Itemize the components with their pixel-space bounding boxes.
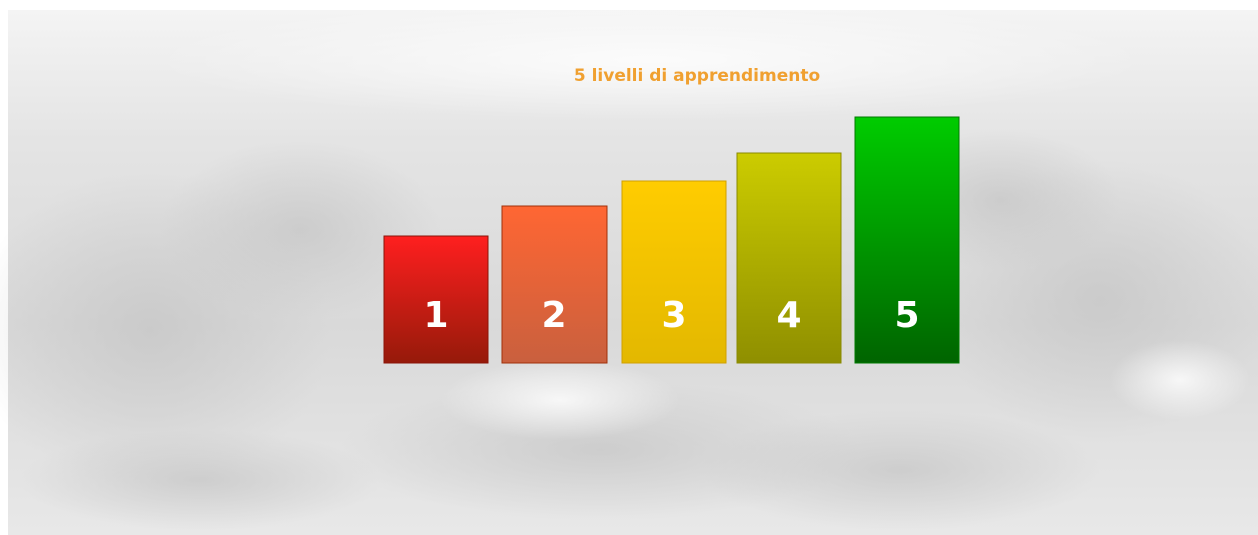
level-label: 4 xyxy=(776,295,801,336)
slide: 5 livelli di apprendimento 1 2 3 4 5 xyxy=(0,0,1258,535)
page: 5 livelli di apprendimento 1 2 3 4 5 (()… xyxy=(0,0,1258,535)
title: 5 livelli di apprendimento xyxy=(574,66,820,86)
level-label: 2 xyxy=(541,295,566,336)
level-label: 1 xyxy=(423,295,448,336)
level-label: 5 xyxy=(894,295,919,336)
level-label: 3 xyxy=(661,295,686,336)
level-bar xyxy=(502,206,607,363)
